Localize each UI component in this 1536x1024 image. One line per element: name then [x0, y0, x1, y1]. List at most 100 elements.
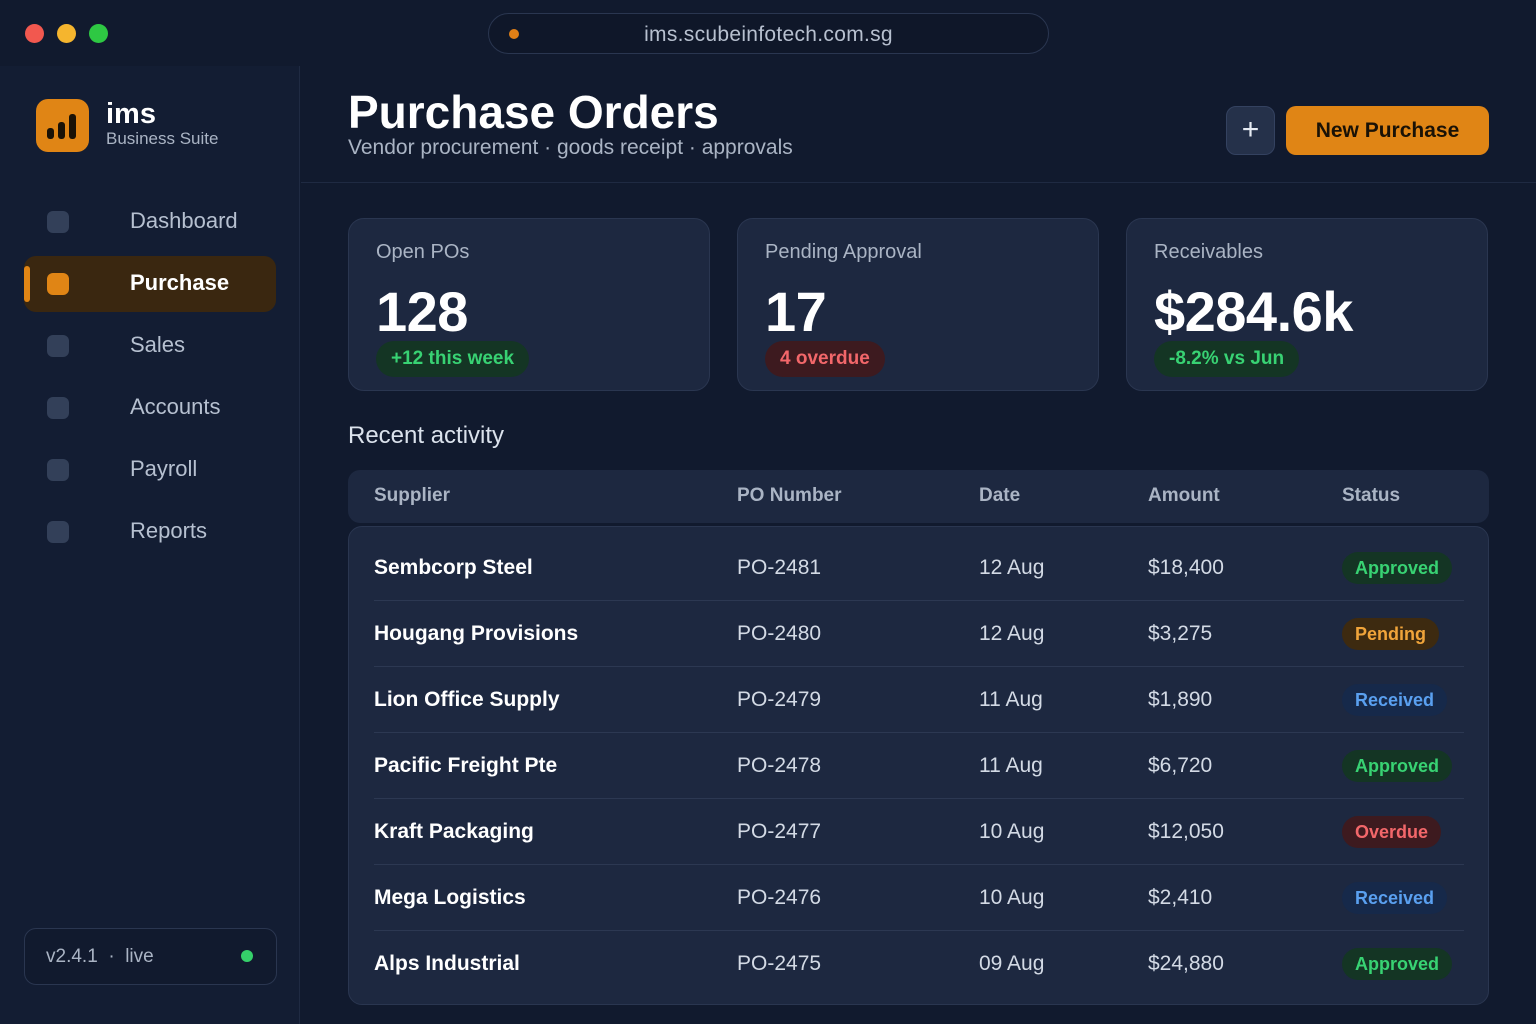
sidebar-item-sales[interactable]: Sales	[24, 318, 276, 374]
column-header-supplier[interactable]: Supplier	[374, 485, 451, 506]
brand-subtitle: Business Suite	[106, 129, 219, 148]
sidebar-item-label: Accounts	[130, 394, 221, 419]
sidebar-item-label: Reports	[130, 518, 208, 543]
brand-name: ims	[106, 98, 156, 130]
stat-value: 17	[765, 280, 827, 343]
amount-cell: $18,400	[1148, 556, 1224, 579]
column-header-po-number[interactable]: PO Number	[737, 485, 842, 506]
page-title: Purchase Orders	[348, 86, 719, 138]
po-number-cell: PO-2476	[737, 886, 822, 909]
sidebar-item-accounts[interactable]: Accounts	[24, 380, 276, 436]
date-cell: 11 Aug	[979, 688, 1043, 711]
dashboard-icon	[47, 211, 69, 233]
amount-cell: $12,050	[1148, 820, 1224, 843]
date-cell: 10 Aug	[979, 820, 1045, 843]
sidebar-item-dashboard[interactable]: Dashboard	[24, 194, 276, 250]
stat-badge: 4 overdue	[765, 341, 885, 377]
page-header: Purchase Orders Vendor procurement · goo…	[301, 66, 1536, 183]
stat-label: Open POs	[376, 241, 470, 263]
maximize-window-button[interactable]	[89, 24, 108, 43]
supplier-cell: Alps Industrial	[374, 952, 520, 975]
address-bar-url: ims.scubeinfotech.com.sg	[644, 23, 893, 46]
recent-activity-title: Recent activity	[348, 422, 505, 449]
status-badge: Approved	[1342, 948, 1453, 980]
sidebar-item-reports[interactable]: Reports	[24, 504, 276, 560]
window-titlebar: ims.scubeinfotech.com.sg	[0, 0, 1536, 66]
sidebar-item-purchase[interactable]: Purchase	[24, 256, 276, 312]
add-button[interactable]: +	[1226, 106, 1275, 155]
sidebar-item-label: Payroll	[130, 456, 198, 481]
status-badge: Overdue	[1342, 816, 1442, 848]
column-header-amount[interactable]: Amount	[1148, 485, 1220, 506]
sidebar: ims Business Suite Dashboard Purchase Sa…	[0, 66, 300, 1024]
status-badge: Received	[1342, 684, 1448, 716]
page-subtitle: Vendor procurement · goods receipt · app…	[348, 136, 793, 159]
stat-label: Pending Approval	[765, 241, 922, 263]
status-badge: Received	[1342, 882, 1448, 914]
amount-cell: $2,410	[1148, 886, 1213, 909]
supplier-cell: Lion Office Supply	[374, 688, 560, 711]
table-header: Supplier PO Number Date Amount Status	[348, 470, 1489, 523]
table-row[interactable]: Mega Logistics PO-2476 10 Aug $2,410 Rec…	[374, 865, 1464, 931]
plus-icon: +	[1241, 113, 1260, 146]
sidebar-item-label: Sales	[130, 332, 186, 357]
activity-table: Sembcorp Steel PO-2481 12 Aug $18,400 Ap…	[348, 526, 1489, 1005]
column-header-status[interactable]: Status	[1342, 485, 1401, 506]
status-badge: Pending	[1342, 618, 1439, 650]
sidebar-item-label: Purchase	[130, 270, 230, 295]
supplier-cell: Kraft Packaging	[374, 820, 534, 843]
sidebar-item-payroll[interactable]: Payroll	[24, 442, 276, 498]
date-cell: 11 Aug	[979, 754, 1043, 777]
live-status-icon	[241, 950, 253, 962]
stat-value: $284.6k	[1154, 280, 1353, 343]
supplier-cell: Hougang Provisions	[374, 622, 579, 645]
amount-cell: $1,890	[1148, 688, 1213, 711]
table-row[interactable]: Alps Industrial PO-2475 09 Aug $24,880 A…	[374, 931, 1464, 997]
payroll-icon	[47, 459, 69, 481]
stat-card-open-pos[interactable]: Open POs 128 +12 this week	[348, 218, 710, 391]
supplier-cell: Mega Logistics	[374, 886, 526, 909]
stat-value: 128	[376, 280, 468, 343]
version-label: v2.4.1 · live	[46, 946, 154, 967]
date-cell: 10 Aug	[979, 886, 1045, 909]
po-number-cell: PO-2475	[737, 952, 822, 975]
date-cell: 12 Aug	[979, 622, 1045, 645]
amount-cell: $3,275	[1148, 622, 1213, 645]
amount-cell: $6,720	[1148, 754, 1213, 777]
po-number-cell: PO-2479	[737, 688, 822, 711]
sidebar-item-label: Dashboard	[130, 208, 238, 233]
address-bar[interactable]: ims.scubeinfotech.com.sg	[488, 13, 1049, 54]
table-row[interactable]: Hougang Provisions PO-2480 12 Aug $3,275…	[374, 601, 1464, 667]
stat-badge: +12 this week	[376, 341, 530, 377]
po-number-cell: PO-2480	[737, 622, 822, 645]
status-badge: Approved	[1342, 750, 1453, 782]
active-indicator	[24, 266, 30, 302]
sales-icon	[47, 335, 69, 357]
new-purchase-button[interactable]: New Purchase	[1286, 106, 1489, 155]
table-row[interactable]: Pacific Freight Pte PO-2478 11 Aug $6,72…	[374, 733, 1464, 799]
stat-badge: -8.2% vs Jun	[1154, 341, 1300, 377]
table-row[interactable]: Sembcorp Steel PO-2481 12 Aug $18,400 Ap…	[374, 535, 1464, 601]
stat-card-pending-approval[interactable]: Pending Approval 17 4 overdue	[737, 218, 1099, 391]
column-header-date[interactable]: Date	[979, 485, 1021, 506]
accounts-icon	[47, 397, 69, 419]
supplier-cell: Pacific Freight Pte	[374, 754, 558, 777]
supplier-cell: Sembcorp Steel	[374, 556, 533, 579]
reports-icon	[47, 521, 69, 543]
status-badge: Approved	[1342, 552, 1453, 584]
minimize-window-button[interactable]	[57, 24, 76, 43]
close-window-button[interactable]	[25, 24, 44, 43]
amount-cell: $24,880	[1148, 952, 1224, 975]
date-cell: 12 Aug	[979, 556, 1045, 579]
po-number-cell: PO-2478	[737, 754, 822, 777]
po-number-cell: PO-2477	[737, 820, 822, 843]
table-row[interactable]: Kraft Packaging PO-2477 10 Aug $12,050 O…	[374, 799, 1464, 865]
date-cell: 09 Aug	[979, 952, 1045, 975]
table-row[interactable]: Lion Office Supply PO-2479 11 Aug $1,890…	[374, 667, 1464, 733]
purchase-icon	[47, 273, 69, 295]
po-number-cell: PO-2481	[737, 556, 822, 579]
version-status: v2.4.1 · live	[24, 928, 277, 985]
stat-card-receivables[interactable]: Receivables $284.6k -8.2% vs Jun	[1126, 218, 1488, 391]
brand-logo-icon[interactable]	[36, 99, 89, 152]
stat-label: Receivables	[1154, 241, 1263, 263]
